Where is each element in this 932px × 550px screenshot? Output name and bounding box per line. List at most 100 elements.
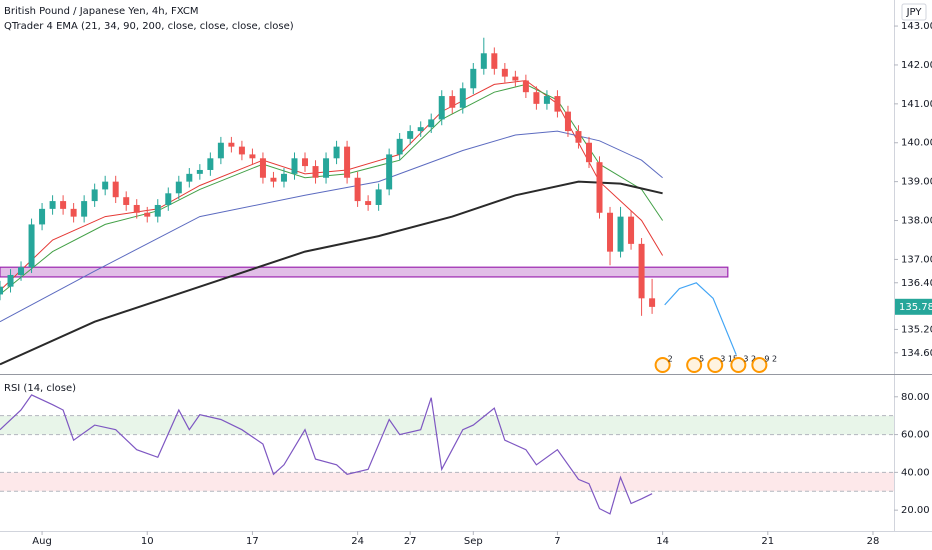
candle-body: [270, 177, 277, 182]
candle-body: [575, 131, 582, 143]
y-tick-label: 139.000: [901, 177, 932, 188]
candle-body: [175, 181, 182, 194]
candle-body: [323, 158, 330, 178]
candle-body: [396, 138, 403, 155]
event-icon: [751, 357, 768, 373]
candle-body: [438, 96, 445, 120]
candle-body: [238, 146, 245, 155]
candle-body: [49, 201, 56, 209]
layer-main: 143.000 142.000 141.000 140.000 139.000 138.0…: [0, 21, 932, 547]
currency-box[interactable]: [901, 3, 927, 21]
candle-body: [154, 204, 161, 217]
y-tick-label: 137.000: [901, 254, 932, 265]
last-price-label: 135.782: [899, 302, 932, 313]
candle-body: [480, 53, 487, 69]
y-tick-label: 60.00: [901, 430, 930, 441]
rsi-band: [0, 415, 894, 435]
candle-body: [459, 88, 466, 108]
rsi-title: RSI (14, close): [4, 383, 76, 394]
indicator-title: QTrader 4 EMA (21, 34, 90, 200, close, c…: [4, 21, 294, 32]
candle-body: [407, 131, 414, 139]
x-tick-label: 17: [246, 536, 259, 547]
candle-body: [91, 189, 98, 202]
event-label: 5: [699, 355, 704, 364]
y-tick-label: 140.000: [901, 138, 932, 149]
candle-body: [607, 212, 614, 252]
candle-body: [18, 267, 25, 275]
event-label: 3 2: [743, 355, 756, 364]
y-tick-label: 80.00: [901, 392, 930, 403]
candle-body: [649, 298, 656, 307]
candle-body: [354, 177, 361, 202]
candle-body: [207, 158, 214, 170]
candle-body: [638, 243, 645, 299]
candle-body: [543, 96, 550, 104]
x-tick-label: 21: [761, 536, 774, 547]
projection-line: [664, 282, 737, 355]
event-icon: [686, 357, 703, 373]
candle-body: [449, 96, 456, 108]
x-tick-label: 14: [656, 536, 669, 547]
candle-body: [512, 76, 519, 81]
candle-body: [280, 173, 287, 182]
candle-body: [228, 142, 235, 147]
last-price-badge: [895, 298, 932, 315]
candle-body: [617, 216, 624, 252]
candle-body: [186, 173, 193, 182]
candle-body: [165, 193, 172, 205]
candle-body: [386, 154, 393, 190]
y-tick-label: 141.000: [901, 99, 932, 110]
event-label: 3 15: [720, 355, 738, 364]
candle-body: [39, 208, 46, 225]
candle-body: [70, 208, 77, 217]
event-icon: [654, 357, 671, 373]
event-icon: [730, 357, 747, 373]
candle-body: [302, 158, 309, 167]
event-label: 9 2: [764, 355, 777, 364]
candle-body: [628, 216, 635, 244]
x-tick-label: Sep: [464, 536, 483, 547]
candle-body: [585, 142, 592, 163]
event-icon: [707, 357, 724, 373]
candle-body: [291, 158, 298, 174]
candle-body: [249, 154, 256, 159]
y-tick-label: 142.000: [901, 60, 932, 71]
zone: [0, 266, 729, 278]
currency-label[interactable]: JPY: [906, 7, 923, 18]
y-tick-label: 20.00: [901, 505, 930, 516]
x-tick-label: 10: [141, 536, 154, 547]
candle-body: [522, 80, 529, 93]
rsi-band: [0, 472, 894, 492]
candle-body: [501, 68, 508, 77]
candle-body: [491, 53, 498, 69]
candle-body: [470, 68, 477, 89]
chart-title: British Pound / Japanese Yen, 4h, FXCM: [4, 6, 198, 17]
candle-body: [428, 119, 435, 128]
candle-body: [217, 142, 224, 159]
x-tick-label: 27: [404, 536, 417, 547]
y-tick-label: 138.000: [901, 216, 932, 227]
y-tick-label: 40.00: [901, 467, 930, 478]
candle-body: [375, 189, 382, 205]
candle-body: [133, 204, 140, 213]
y-tick-label: 135.200: [901, 324, 932, 335]
candle-body: [144, 212, 151, 217]
event-label: 2: [668, 355, 673, 364]
candle-body: [344, 146, 351, 178]
x-tick-label: Aug: [32, 536, 52, 547]
candle-body: [259, 158, 266, 178]
candle-body: [60, 201, 67, 209]
ema-line: [0, 130, 663, 323]
candle-body: [312, 166, 319, 178]
candle-body: [102, 181, 109, 190]
candle-body: [81, 201, 88, 217]
y-tick-label: 136.400: [901, 278, 932, 289]
y-tick-label: 134.600: [901, 348, 932, 359]
rsi-line: [0, 394, 653, 515]
candle-body: [596, 162, 603, 213]
x-tick-label: 28: [867, 536, 880, 547]
candle-body: [7, 274, 14, 287]
candle-body: [365, 201, 372, 205]
candle-body: [417, 127, 424, 132]
